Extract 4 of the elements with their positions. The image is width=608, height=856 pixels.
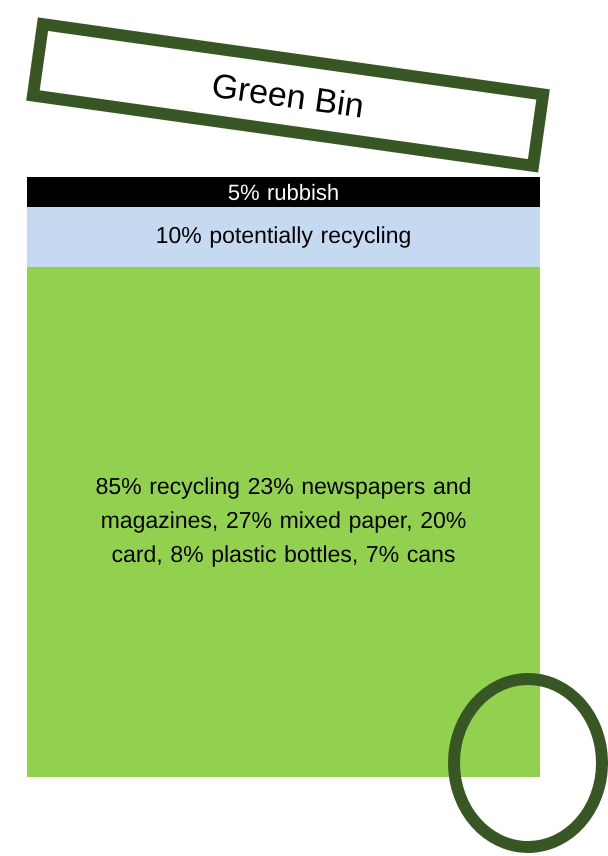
data-label: 5% rubbish: [228, 184, 338, 200]
chart-title: Green Bin: [214, 74, 362, 118]
data-label: 10% potentially recycling: [157, 226, 410, 248]
data-label: 85% recycling 23% newspapers and magazines, 27% mixed paper, 20% card, 8% plastic bottles, 7% cans: [96, 477, 470, 567]
